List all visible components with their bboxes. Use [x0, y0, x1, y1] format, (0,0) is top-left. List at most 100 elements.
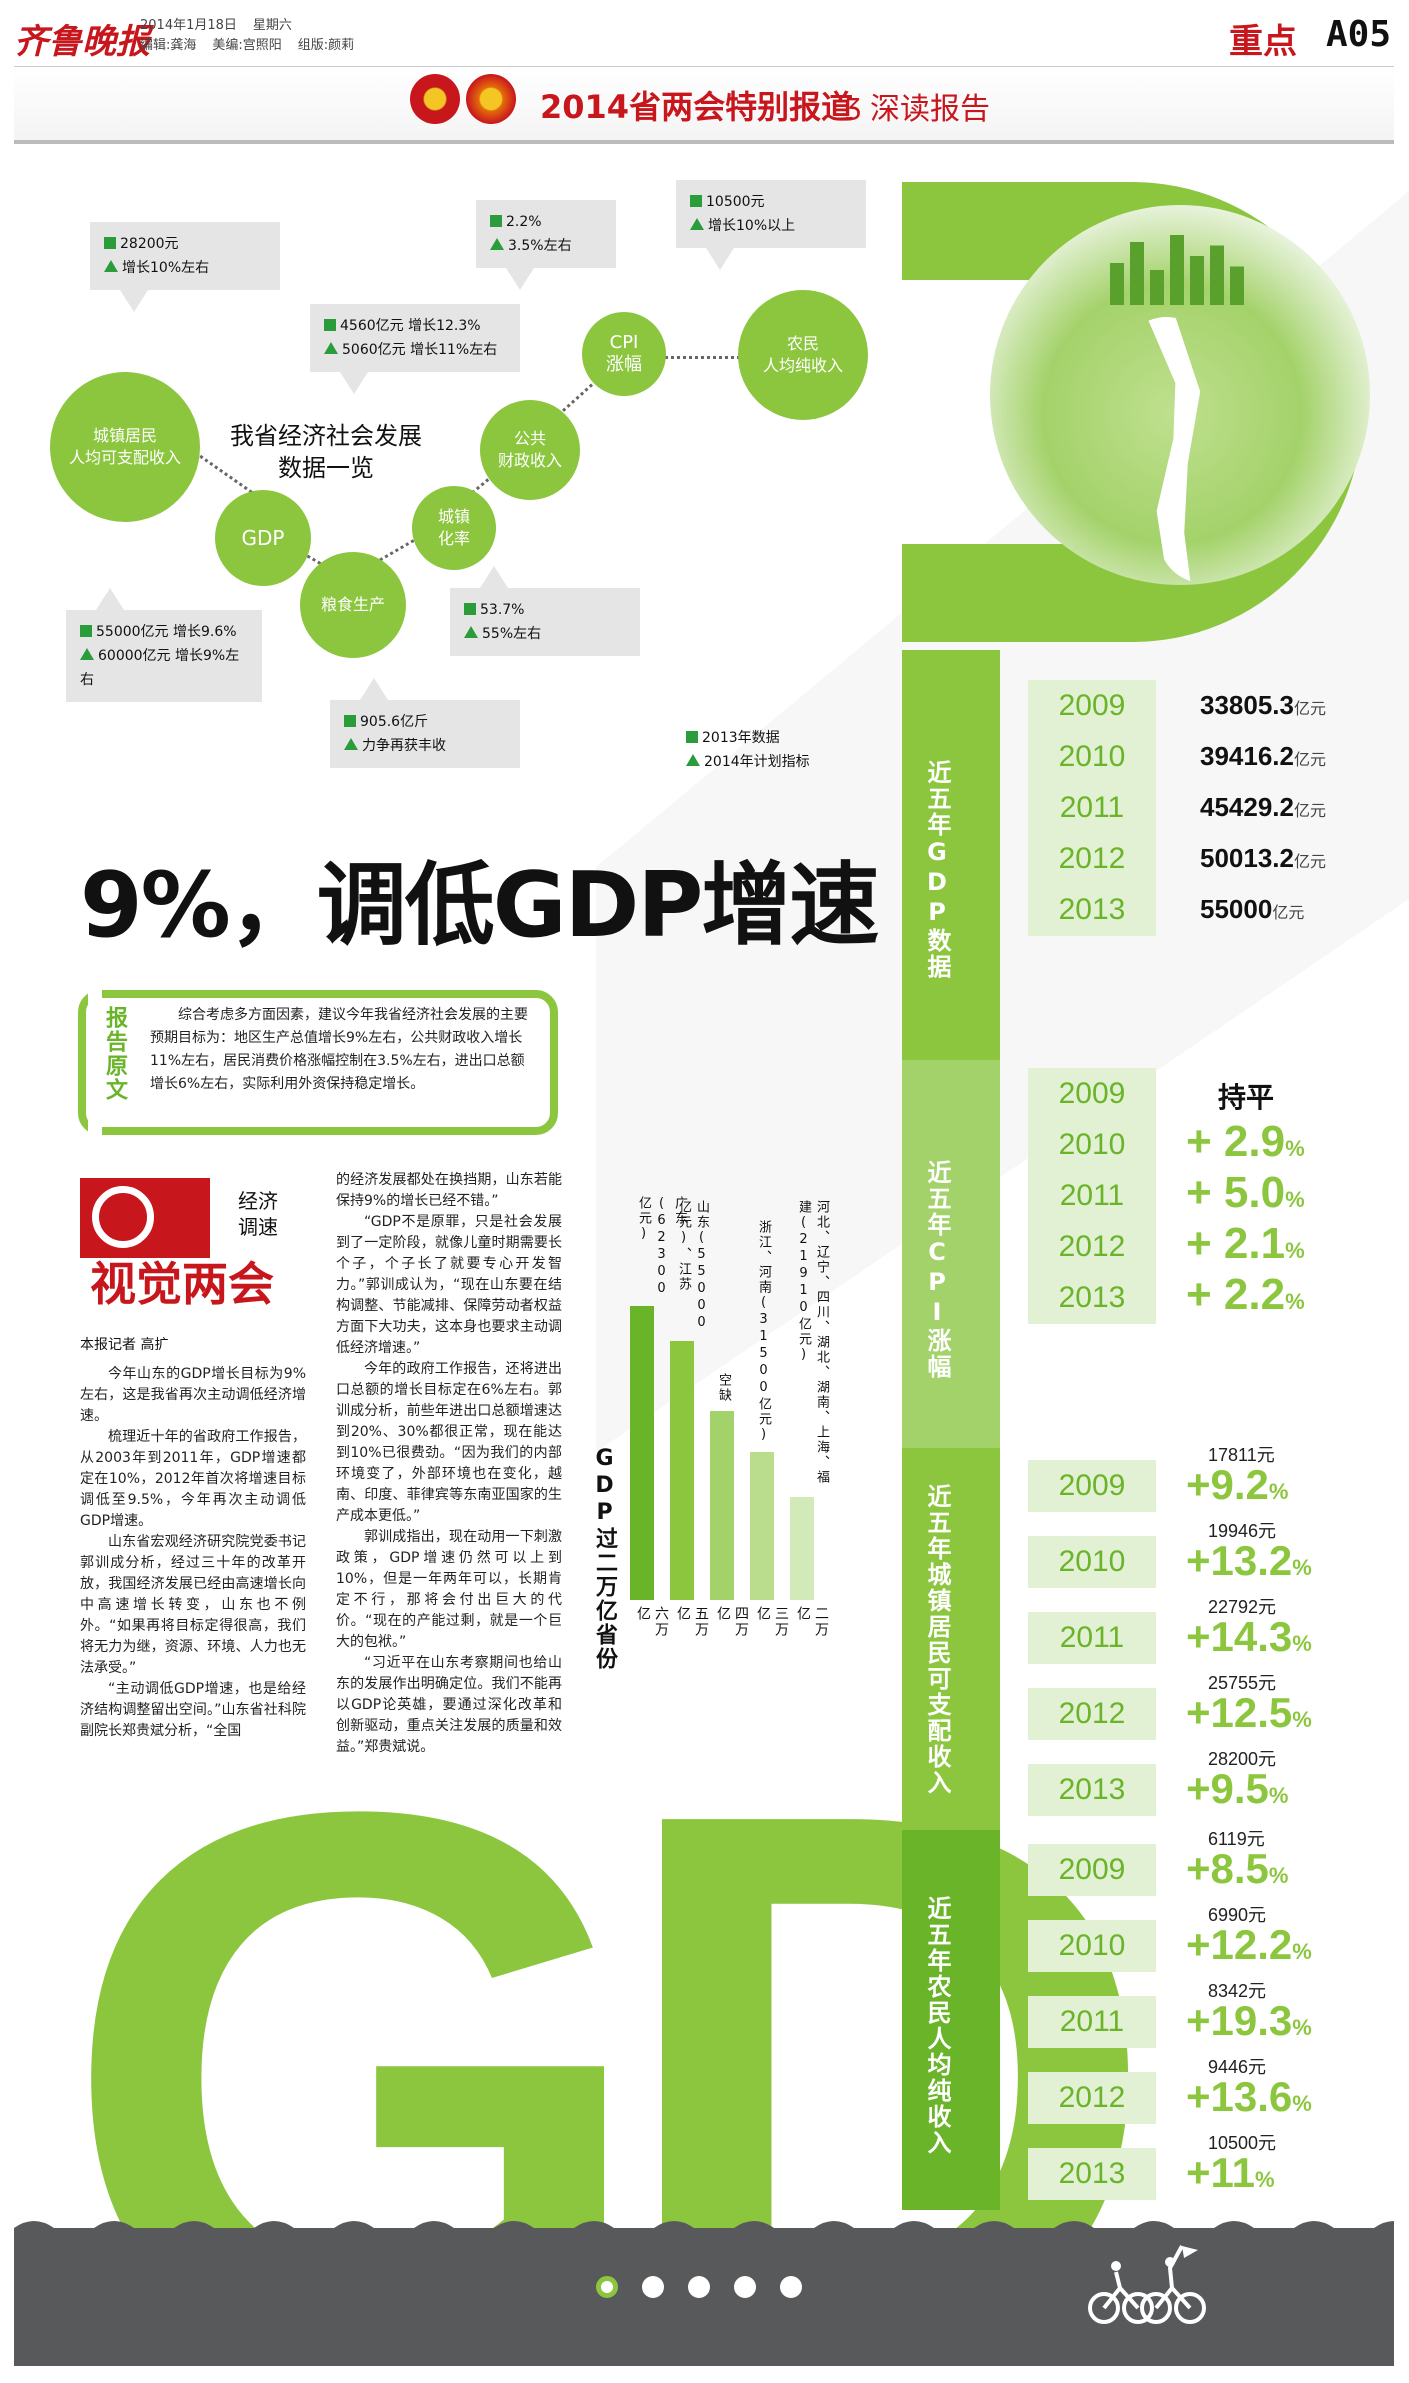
- node-urban-income: 城镇居民 人均可支配收入: [50, 372, 200, 522]
- bar-chart: 广东(62300亿元) 六万亿 山东(55000亿元)、江苏 五万亿 空缺 四万亿 浙江、河…: [630, 1196, 850, 1640]
- year-label: 2012: [1028, 1221, 1156, 1273]
- gdp-number: 50013.2: [1200, 843, 1294, 873]
- connector: [660, 356, 740, 359]
- gdp-value: 33805.3亿元: [1200, 690, 1326, 721]
- year-label: 2010: [1028, 1119, 1156, 1171]
- income-growth: +9.2%: [1186, 1461, 1289, 1508]
- bar-data-label: 浙江、河南(31500亿元): [756, 1219, 771, 1444]
- bubble-cpi: 2.2% 3.5%左右: [476, 200, 616, 290]
- chart-bar: [670, 1340, 694, 1600]
- article-column-2: 的经济发展都处在换挡期，山东若能保持9%的增长已经不错。” “GDP不是原罪，只…: [336, 1170, 562, 1758]
- triangle-icon: [464, 626, 478, 638]
- cpi-value: + 5.0%: [1186, 1168, 1305, 1218]
- page-dot-active[interactable]: [596, 2276, 618, 2298]
- section-label: 重点: [1229, 22, 1297, 62]
- bubble-urbanization: 53.7% 55%左右: [450, 566, 640, 656]
- income-amount: 9446元: [1208, 2057, 1267, 2077]
- bubble-value-2014: 60000亿元 增长9%左右: [80, 648, 240, 688]
- column-tags: 经济 调速: [238, 1188, 278, 1240]
- node-urbanization: 城镇 化率: [412, 486, 496, 570]
- triangle-icon: [686, 754, 700, 766]
- section-title-rural: 近五年农民人均纯收入: [923, 1896, 951, 2156]
- bubble-value-2013: 10500元: [706, 194, 765, 210]
- bar-data-label: 河北、辽宁、四川、湖北、湖南、上海、福建(21910亿元): [796, 1200, 829, 1485]
- section-title-gdp: 近五年GDP数据: [923, 760, 951, 980]
- chart-bar: [710, 1411, 734, 1600]
- bar-category-label: 二万亿: [795, 1606, 829, 1638]
- page-dot[interactable]: [734, 2276, 756, 2298]
- gdp-value: 39416.2亿元: [1200, 741, 1326, 772]
- bubble-value-2013: 905.6亿斤: [360, 714, 429, 730]
- income-amount: 10500元: [1208, 2133, 1277, 2153]
- banner-title: 2014省两会特别报道: [540, 88, 854, 126]
- report-label: 报告原文: [102, 1006, 127, 1102]
- issue-weekday: 星期六: [252, 18, 292, 33]
- bubble-rural-income: 10500元 增长10%以上: [676, 180, 866, 270]
- bar-category-label: 六万亿: [635, 1606, 669, 1638]
- article-paragraph: 今年山东的GDP增长目标为9%左右，这是我省再次主动调低经济增速。: [80, 1366, 306, 1424]
- node-gdp: GDP: [215, 490, 311, 586]
- page-number: A05: [1325, 14, 1391, 55]
- income-amount: 22792元: [1208, 1597, 1277, 1617]
- section-title-cpi: 近五年CPI涨幅: [923, 1160, 951, 1380]
- year-label: 2011: [1028, 1996, 1156, 2048]
- triangle-icon: [490, 238, 504, 250]
- bubble-value-2013: 28200元: [120, 236, 179, 252]
- national-emblem-icon: [410, 74, 460, 124]
- chart-bar: [750, 1451, 774, 1600]
- bar-data-label: 山东(55000亿元)、江苏: [676, 1200, 709, 1332]
- unit-label: %: [1292, 2091, 1312, 2116]
- page-dot[interactable]: [642, 2276, 664, 2298]
- year-label: 2013: [1028, 1272, 1156, 1324]
- cpi-number: + 2.9: [1186, 1117, 1286, 1166]
- square-icon: [490, 215, 502, 227]
- urban-income-value: 17811元 +9.2%: [1186, 1446, 1288, 1513]
- node-label: 粮食生产: [320, 595, 385, 614]
- gdp-number: 33805.3: [1200, 690, 1294, 720]
- year-label: 2012: [1028, 833, 1156, 885]
- article-paragraph: “主动调低GDP增速，也是给经济结构调整留出空间。”山东省社科院副院长郑贵斌分析…: [80, 1681, 306, 1739]
- publication-meta: 2014年1月18日 星期六 编辑:龚海 美编:宫照阳 组版:颜莉: [140, 16, 370, 56]
- unit-label: %: [1285, 1238, 1305, 1263]
- bubble-value-2014: 增长10%左右: [122, 260, 210, 276]
- bar-data-label: 广东(62300亿元): [636, 1196, 687, 1299]
- income-amount: 25755元: [1208, 1673, 1277, 1693]
- unit-label: %: [1285, 1136, 1305, 1161]
- editor-credit: 编辑:龚海: [140, 38, 197, 53]
- gdp-number: 39416.2: [1200, 741, 1294, 771]
- square-icon: [690, 195, 702, 207]
- unit-label: %: [1292, 1631, 1312, 1656]
- year-label: 2009: [1028, 680, 1156, 732]
- node-label: 公共 财政收入: [497, 429, 562, 470]
- gdp-value: 55000亿元: [1200, 894, 1304, 925]
- square-icon: [464, 603, 476, 615]
- page-dot[interactable]: [688, 2276, 710, 2298]
- triangle-icon: [690, 218, 704, 230]
- page-dot[interactable]: [780, 2276, 802, 2298]
- bubble-value-2013: 4560亿元 增长12.3%: [340, 318, 481, 334]
- year-label: 2013: [1028, 884, 1156, 936]
- unit-label: %: [1285, 1187, 1305, 1212]
- section-rural: [902, 1830, 1000, 2210]
- year-label: 2013: [1028, 1764, 1156, 1816]
- cpi-number: + 5.0: [1186, 1168, 1286, 1217]
- income-amount: 17811元: [1208, 1445, 1275, 1465]
- node-label: 城镇居民 人均可支配收入: [68, 426, 181, 467]
- banner-subtitle: 深读报告: [870, 92, 990, 127]
- year-label: 2009: [1028, 1460, 1156, 1512]
- article-paragraph: 郭训成指出，现在动用一下刺激政策，GDP增速仍然可以上到10%，但是一年两年可以…: [336, 1529, 562, 1650]
- masthead-logo: 齐鲁晚报: [14, 22, 150, 62]
- node-fiscal: 公共 财政收入: [480, 400, 580, 500]
- green-globe-illustration: [990, 205, 1370, 585]
- bubble-value-2013: 2.2%: [506, 214, 542, 230]
- bar-category-label: 三万亿: [755, 1606, 789, 1638]
- node-label: CPI 涨幅: [606, 332, 642, 375]
- art-credit: 美编:宫照阳: [212, 38, 282, 53]
- urban-income-value: 19946元 +13.2%: [1186, 1522, 1312, 1589]
- cpi-number: + 2.2: [1186, 1270, 1286, 1319]
- income-growth: +13.6%: [1186, 2073, 1312, 2120]
- overview-title: 我省经济社会发展 数据一览: [230, 422, 422, 482]
- income-growth: +9.5%: [1186, 1765, 1289, 1812]
- bubble-value-2014: 力争再获丰收: [362, 738, 446, 754]
- section-title-urban: 近五年城镇居民可支配收入: [923, 1484, 951, 1796]
